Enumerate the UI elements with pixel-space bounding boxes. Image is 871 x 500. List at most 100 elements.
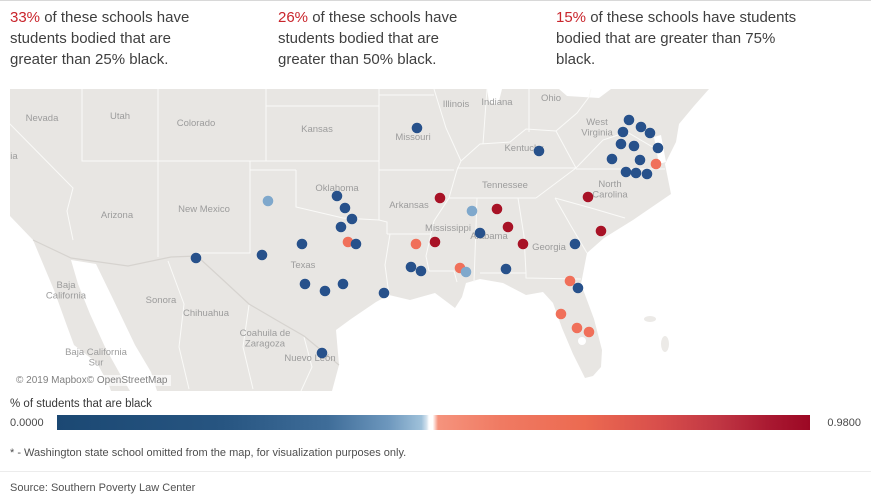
school-dot[interactable] <box>644 127 656 139</box>
state-label: West Virginia <box>581 117 613 139</box>
state-label: Kentucky <box>504 143 543 154</box>
state-label: Oklahoma <box>315 183 359 194</box>
state-label: Georgia <box>532 242 567 253</box>
state-label: Sonora <box>146 295 177 306</box>
school-dot[interactable] <box>319 285 331 297</box>
state-label: Kansas <box>301 124 333 135</box>
school-dot[interactable] <box>533 145 545 157</box>
pacific-water <box>10 216 111 391</box>
school-dot[interactable] <box>630 167 642 179</box>
school-dot[interactable] <box>564 275 576 287</box>
school-dot[interactable] <box>346 213 358 225</box>
school-dot[interactable] <box>650 158 662 170</box>
school-dot[interactable] <box>378 287 390 299</box>
school-dot[interactable] <box>429 236 441 248</box>
footnote: * - Washington state school omitted from… <box>10 447 407 459</box>
state-label: Baja California <box>46 280 87 302</box>
lake-erie <box>559 89 611 98</box>
state-label: Tennessee <box>482 180 528 191</box>
legend-min-value: 0.0000 <box>10 417 44 429</box>
map-attribution-link[interactable]: © 2019 Mapbox© OpenStreetMap <box>13 375 171 386</box>
school-dot[interactable] <box>652 142 664 154</box>
section-divider <box>0 471 871 472</box>
school-dot[interactable] <box>583 326 595 338</box>
school-dot[interactable] <box>331 190 343 202</box>
state-label: Arkansas <box>389 200 429 211</box>
school-dot[interactable] <box>623 114 635 126</box>
state-label: Baja California Sur <box>65 347 127 369</box>
school-dot[interactable] <box>405 261 417 273</box>
stat-over-25-black: 33% of these schools have students bodie… <box>10 7 220 70</box>
school-dot[interactable] <box>410 238 422 250</box>
school-dot[interactable] <box>256 249 268 261</box>
stat-text: of these schools have students bodied th… <box>10 9 190 68</box>
school-dot[interactable] <box>434 192 446 204</box>
state-label: Illinois <box>443 99 470 110</box>
map-water <box>10 89 861 391</box>
color-legend: 0.0000 0.9800 <box>10 415 861 431</box>
school-dot[interactable] <box>606 153 618 165</box>
school-dot[interactable] <box>615 138 627 150</box>
school-dot[interactable] <box>474 227 486 239</box>
school-dot[interactable] <box>555 308 567 320</box>
school-dot[interactable] <box>316 347 328 359</box>
school-dot[interactable] <box>262 195 274 207</box>
school-dot[interactable] <box>460 266 472 278</box>
state-label: Missouri <box>395 132 430 143</box>
state-label: Nevada <box>26 113 59 124</box>
stat-over-50-black: 26% of these schools have students bodie… <box>278 7 488 70</box>
country-border <box>32 239 340 366</box>
state-label: North Carolina <box>592 179 628 201</box>
school-dot[interactable] <box>595 225 607 237</box>
school-dot[interactable] <box>339 202 351 214</box>
school-dot[interactable] <box>569 238 581 250</box>
state-label: ia <box>10 151 18 162</box>
school-dot[interactable] <box>350 238 362 250</box>
map-canvas: ia Nevada Utah Colorado Kansas Missouri Illino… <box>10 89 861 391</box>
school-dot[interactable] <box>572 282 584 294</box>
state-label: New Mexico <box>178 204 230 215</box>
school-dot[interactable] <box>620 166 632 178</box>
state-labels-layer: ia Nevada Utah Colorado Kansas Missouri Illino… <box>10 93 628 369</box>
state-label: Colorado <box>177 118 216 129</box>
school-dot[interactable] <box>337 278 349 290</box>
stat-percent: 15% <box>556 9 587 26</box>
school-dot[interactable] <box>500 263 512 275</box>
school-dot[interactable] <box>411 122 423 134</box>
school-dot[interactable] <box>342 236 354 248</box>
stat-percent: 26% <box>278 9 309 26</box>
lake-okeechobee <box>578 337 586 345</box>
school-dot[interactable] <box>517 238 529 250</box>
stat-over-75-black: 15% of these schools have students bodie… <box>556 7 798 70</box>
school-dot[interactable] <box>628 140 640 152</box>
school-dot[interactable] <box>190 252 202 264</box>
school-dot[interactable] <box>502 221 514 233</box>
school-dot[interactable] <box>296 238 308 250</box>
school-dot[interactable] <box>634 154 646 166</box>
state-label: Indiana <box>481 97 513 108</box>
state-borders <box>10 89 665 391</box>
source-credit: Source: Southern Poverty Law Center <box>10 482 196 494</box>
state-label: Arizona <box>101 210 134 221</box>
state-label: Utah <box>110 111 130 122</box>
school-dot[interactable] <box>617 126 629 138</box>
school-dot[interactable] <box>299 278 311 290</box>
school-dot[interactable] <box>635 121 647 133</box>
school-dot[interactable] <box>335 221 347 233</box>
school-dot[interactable] <box>466 205 478 217</box>
state-label: Mississippi <box>425 223 471 234</box>
atlantic-gulf-water <box>332 89 861 391</box>
legend-gradient-bar <box>57 415 810 430</box>
school-dot[interactable] <box>571 322 583 334</box>
schools-map[interactable]: ia Nevada Utah Colorado Kansas Missouri Illino… <box>10 89 861 391</box>
stat-text: of these schools have students bodied th… <box>556 9 797 68</box>
state-label: Coahuila de Zaragoza <box>240 328 291 350</box>
school-dot[interactable] <box>641 168 653 180</box>
state-label: Texas <box>291 260 316 271</box>
school-dot[interactable] <box>415 265 427 277</box>
school-dot[interactable] <box>491 203 503 215</box>
school-dot[interactable] <box>582 191 594 203</box>
lake-michigan <box>487 89 502 105</box>
stat-text: of these schools have students bodied th… <box>278 9 458 68</box>
